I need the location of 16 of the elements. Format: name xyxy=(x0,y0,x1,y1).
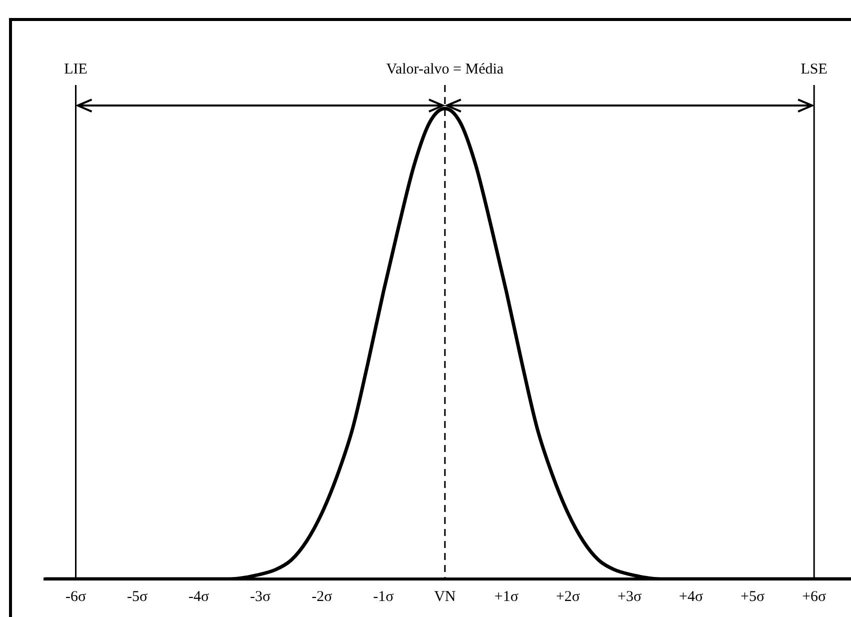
x-tick-label: +1σ xyxy=(494,588,518,605)
x-tick-label: -2σ xyxy=(312,588,332,605)
x-tick-label: +3σ xyxy=(617,588,642,605)
x-tick-label: +2σ xyxy=(556,588,580,605)
x-tick-label: +4σ xyxy=(679,588,704,605)
ref-line-label: LSE xyxy=(800,61,828,78)
x-tick-label: -5σ xyxy=(126,588,148,605)
x-tick-label: -4σ xyxy=(188,588,210,605)
x-tick-label: -3σ xyxy=(250,588,271,605)
x-tick-label: VN xyxy=(434,588,456,605)
ref-line-label: Valor-alvo = Média xyxy=(386,61,504,78)
x-tick-label: -1σ xyxy=(373,588,394,605)
x-tick-label: -6σ xyxy=(65,588,86,605)
ref-line-label: LIE xyxy=(64,61,88,78)
x-tick-label: +5σ xyxy=(740,588,765,605)
x-tick-label: +6σ xyxy=(802,588,826,605)
